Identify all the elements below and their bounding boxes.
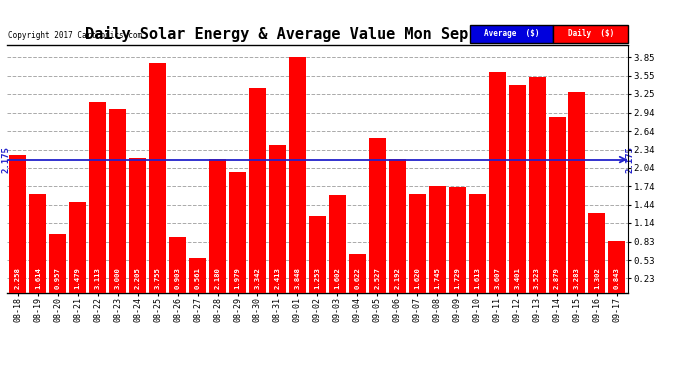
Text: 2.192: 2.192 xyxy=(394,268,400,290)
Text: 3.113: 3.113 xyxy=(95,268,101,290)
Bar xyxy=(129,158,146,292)
Text: 3.000: 3.000 xyxy=(115,268,121,290)
Bar xyxy=(89,102,106,292)
Text: Copyright 2017 Cartronics.com: Copyright 2017 Cartronics.com xyxy=(8,31,142,40)
Bar xyxy=(509,85,526,292)
Text: 0.561: 0.561 xyxy=(195,268,201,290)
Text: 3.755: 3.755 xyxy=(155,268,161,290)
Text: 1.745: 1.745 xyxy=(434,268,440,290)
Bar xyxy=(569,92,586,292)
Text: 1.479: 1.479 xyxy=(75,268,81,290)
Text: 2.527: 2.527 xyxy=(374,268,380,290)
Bar xyxy=(69,202,86,292)
Bar xyxy=(269,145,286,292)
Bar xyxy=(169,237,186,292)
Text: 2.258: 2.258 xyxy=(15,268,21,290)
Bar xyxy=(448,187,466,292)
Text: 1.253: 1.253 xyxy=(315,268,320,290)
Text: 2.205: 2.205 xyxy=(135,268,141,290)
Text: 3.607: 3.607 xyxy=(494,268,500,290)
Text: 0.622: 0.622 xyxy=(355,268,360,290)
Bar xyxy=(309,216,326,292)
Bar xyxy=(469,194,486,292)
FancyBboxPatch shape xyxy=(553,25,628,42)
Text: 0.843: 0.843 xyxy=(614,268,620,290)
Bar xyxy=(109,109,126,292)
Text: Average  ($): Average ($) xyxy=(484,29,539,38)
Bar xyxy=(388,159,406,292)
Text: 1.613: 1.613 xyxy=(474,268,480,290)
Bar xyxy=(149,63,166,292)
Text: 1.614: 1.614 xyxy=(35,268,41,290)
Text: 2.413: 2.413 xyxy=(275,268,280,290)
Bar xyxy=(489,72,506,292)
Text: 3.523: 3.523 xyxy=(534,268,540,290)
Text: 3.848: 3.848 xyxy=(295,268,300,290)
Bar xyxy=(369,138,386,292)
FancyBboxPatch shape xyxy=(469,25,553,42)
Text: 0.903: 0.903 xyxy=(175,268,181,290)
Bar xyxy=(289,57,306,292)
Bar xyxy=(589,213,605,292)
Text: 1.302: 1.302 xyxy=(594,268,600,290)
Text: 0.957: 0.957 xyxy=(55,268,61,290)
Text: 1.979: 1.979 xyxy=(235,268,241,290)
Text: 2.879: 2.879 xyxy=(554,268,560,290)
Bar xyxy=(549,117,566,292)
Text: Daily  ($): Daily ($) xyxy=(567,29,614,38)
Bar xyxy=(408,194,426,292)
Bar xyxy=(30,194,46,292)
Bar xyxy=(349,255,366,292)
Bar xyxy=(229,171,246,292)
Bar xyxy=(329,195,346,292)
Text: 2.175: 2.175 xyxy=(625,146,634,173)
Text: 3.283: 3.283 xyxy=(574,268,580,290)
Bar xyxy=(529,77,546,292)
Text: 3.342: 3.342 xyxy=(255,268,261,290)
Title: Daily Solar Energy & Average Value Mon Sep 18 18:53: Daily Solar Energy & Average Value Mon S… xyxy=(85,27,550,42)
Text: 3.401: 3.401 xyxy=(514,268,520,290)
Text: 2.175: 2.175 xyxy=(1,146,10,173)
Text: 1.729: 1.729 xyxy=(454,268,460,290)
Text: 1.620: 1.620 xyxy=(414,268,420,290)
Bar xyxy=(10,154,26,292)
Bar xyxy=(49,234,66,292)
Bar xyxy=(189,258,206,292)
Text: 1.602: 1.602 xyxy=(335,268,340,290)
Bar xyxy=(609,241,625,292)
Bar xyxy=(428,186,446,292)
Bar xyxy=(249,88,266,292)
Bar xyxy=(209,159,226,292)
Text: 2.180: 2.180 xyxy=(215,268,221,290)
